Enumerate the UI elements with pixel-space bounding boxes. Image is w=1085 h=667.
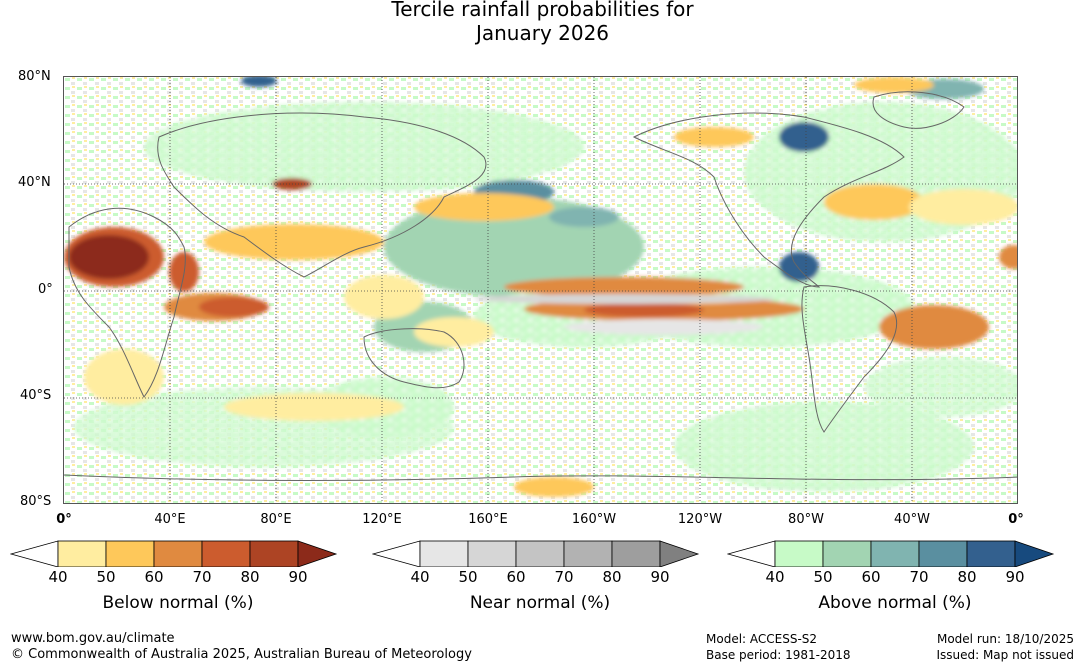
lon-label-80e: 80°E: [260, 512, 292, 527]
lat-label-0: 0°: [38, 282, 53, 297]
colorbar-tick-label: 50: [96, 568, 116, 586]
colorbar-tick-label: 90: [288, 568, 308, 586]
colorbar-segment: [822, 540, 872, 567]
colorbar-tick-label: 70: [909, 568, 929, 586]
colorbar-segment: [57, 540, 107, 567]
colorbar-low-extend: [372, 540, 421, 567]
coastlines: [64, 91, 1017, 482]
lon-label-40w: 40°W: [894, 512, 930, 527]
colorbar-tick-label: 80: [957, 568, 977, 586]
colorbar-segment: [563, 540, 613, 567]
lon-label-0: 0°: [56, 512, 72, 527]
colorbar-above-normal-title: Above normal (%): [818, 593, 972, 613]
lat-label-40s: 40°S: [20, 388, 52, 403]
colorbar-below-normal-title: Below normal (%): [102, 593, 254, 613]
footer-model: Model: ACCESS-S2: [706, 632, 818, 646]
footer-url: www.bom.gov.au/climate: [11, 631, 175, 646]
colorbar-high-extend: [297, 540, 338, 567]
colorbar-tick-label: 90: [650, 568, 670, 586]
colorbar-below-normal: [10, 540, 338, 567]
colorbar-near-normal-title: Near normal (%): [469, 593, 611, 613]
lon-label-120w: 120°W: [677, 512, 723, 527]
lon-label-160w: 160°W: [571, 512, 617, 527]
colorbar-tick-label: 60: [861, 568, 881, 586]
colorbar-tick-label: 90: [1005, 568, 1025, 586]
colorbar-segment: [515, 540, 565, 567]
colorbar-low-extend: [727, 540, 776, 567]
map-title: Tercile rainfall probabilities for Janua…: [0, 0, 1085, 45]
colorbar-tick-label: 60: [506, 568, 526, 586]
colorbar-tick-label: 80: [602, 568, 622, 586]
graticule: [64, 77, 1017, 503]
colorbar-segment: [201, 540, 251, 567]
lat-label-80n: 80°N: [18, 69, 51, 84]
colorbar-high-extend: [1014, 540, 1055, 567]
colorbar-segment: [419, 540, 469, 567]
colorbar-segment: [467, 540, 517, 567]
colorbar-segment: [249, 540, 299, 567]
colorbar-tick-label: 70: [192, 568, 212, 586]
colorbar-segment: [918, 540, 968, 567]
lon-label-40e: 40°E: [154, 512, 186, 527]
footer-model-run: Model run: 18/10/2025: [936, 632, 1074, 646]
lon-label-120e: 120°E: [362, 512, 402, 527]
colorbar-high-extend: [659, 540, 700, 567]
colorbar-segment: [870, 540, 920, 567]
footer-base-period: Base period: 1981-2018: [706, 648, 851, 662]
map-svg: [64, 77, 1017, 503]
colorbar-segment: [611, 540, 661, 567]
colorbar-tick-label: 40: [765, 568, 785, 586]
lat-label-80s: 80°S: [20, 494, 52, 509]
footer-copyright: © Commonwealth of Australia 2025, Austra…: [11, 647, 472, 662]
lon-label-80w: 80°W: [788, 512, 824, 527]
colorbar-low-extend: [10, 540, 59, 567]
rainfall-probability-map: [63, 76, 1018, 504]
probability-field: [64, 77, 1017, 497]
lon-label-160e: 160°E: [468, 512, 508, 527]
colorbar-tick-label: 50: [813, 568, 833, 586]
colorbar-segment: [153, 540, 203, 567]
title-line-1: Tercile rainfall probabilities for: [391, 0, 694, 21]
colorbar-segment: [105, 540, 155, 567]
colorbar-near-normal: [372, 540, 700, 567]
colorbar-tick-label: 70: [554, 568, 574, 586]
footer-issued: Issued: Map not issued: [936, 648, 1074, 662]
colorbar-tick-label: 60: [144, 568, 164, 586]
colorbar-tick-label: 40: [410, 568, 430, 586]
colorbar-tick-label: 50: [458, 568, 478, 586]
lat-label-40n: 40°N: [18, 175, 51, 190]
colorbar-segment: [774, 540, 824, 567]
colorbar-segment: [966, 540, 1016, 567]
colorbar-tick-label: 40: [48, 568, 68, 586]
lon-label-0-east: 0°: [1008, 512, 1024, 527]
colorbar-above-normal: [727, 540, 1055, 567]
title-line-2: January 2026: [475, 21, 610, 45]
colorbar-tick-label: 80: [240, 568, 260, 586]
